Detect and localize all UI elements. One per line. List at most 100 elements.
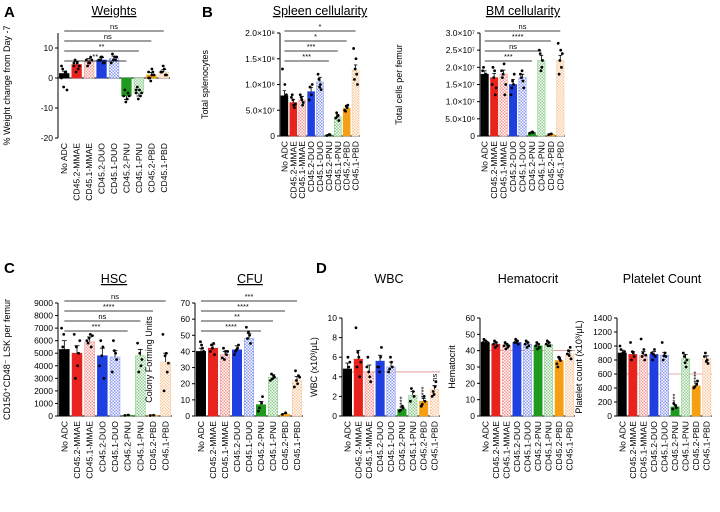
- wbc-data-point: [420, 402, 424, 406]
- hsc-data-point: [101, 345, 105, 349]
- hsc-data-point: [87, 336, 91, 340]
- plt-data-point: [652, 353, 655, 356]
- bm-bar: [490, 77, 499, 137]
- hsc-sig-label: ns: [98, 312, 106, 321]
- plt-data-point: [706, 362, 710, 365]
- spleen-data-point: [317, 77, 321, 81]
- wbc-ytick-label: 0: [332, 411, 337, 421]
- plt-bar: [617, 352, 627, 417]
- plt-data-point: [643, 358, 647, 362]
- hsc-data-point: [98, 364, 101, 368]
- bm-ytick-label: 2.5×10⁷: [446, 45, 475, 55]
- hsc-data-point: [63, 358, 67, 361]
- plt-category-label: CD45.2-PBD: [691, 421, 701, 471]
- hct-data-point: [484, 339, 488, 343]
- weights-data-point: [159, 70, 163, 74]
- spleen-category-label: CD45.1-PNU: [333, 141, 343, 191]
- hsc-data-point: [76, 364, 79, 368]
- hsc-bar: [160, 361, 171, 417]
- spleen-category-label: CD45.2-DUO: [306, 141, 316, 192]
- bm-data-point: [540, 65, 544, 69]
- hct-category-label: CD45.2-DUO: [512, 421, 522, 472]
- spleen-data-point: [344, 109, 347, 113]
- cfu-sig-label: ***: [245, 292, 254, 301]
- wbc-data-point: [346, 355, 350, 359]
- spleen-data-point: [284, 93, 288, 97]
- hsc-category-label: CD45.1-DUO: [110, 421, 120, 472]
- hct-ytick-label: 60: [466, 313, 476, 323]
- plt-data-point: [695, 383, 699, 386]
- spleen-category-label: CD45.2-PBD: [342, 141, 352, 191]
- spleen-data-point: [308, 85, 312, 89]
- weights-data-point: [76, 67, 80, 71]
- weights-data-point: [72, 61, 76, 65]
- hsc-bar: [84, 341, 95, 417]
- hsc-data-point: [74, 376, 77, 380]
- wbc-data-point: [401, 406, 405, 410]
- plt-data-point: [623, 350, 626, 353]
- cfu-data-point: [284, 411, 287, 415]
- spleen-data-point: [337, 119, 341, 122]
- plt-bar: [702, 358, 712, 417]
- weights-ytick-label: 10: [44, 43, 54, 53]
- cfu-data-point: [280, 412, 284, 416]
- cfu-data-point: [222, 346, 225, 350]
- bm-data-point: [500, 69, 503, 73]
- plt-data-point: [703, 355, 706, 358]
- cfu-data-point: [296, 382, 299, 386]
- plt-data-point: [644, 353, 648, 357]
- bm-ytick-label: 1.5×10⁷: [446, 80, 475, 90]
- bm-title: BM cellularity: [486, 4, 561, 18]
- spleen-sig-label: ***: [302, 52, 311, 61]
- cfu-data-point: [244, 325, 248, 329]
- hct-data-point: [515, 341, 518, 344]
- hsc-ytick-label: 0: [48, 411, 53, 421]
- weights-data-point: [147, 70, 151, 74]
- hsc-data-point: [114, 351, 117, 355]
- hsc-category-label: CD45.1-MMAE: [85, 421, 95, 479]
- spleen-data-point: [335, 115, 339, 118]
- plt-data-point: [629, 341, 632, 344]
- cfu-bar: [232, 349, 242, 417]
- weights-data-point: [125, 97, 129, 101]
- hct-data-point: [557, 355, 561, 359]
- bm-cellularity-chart: BM cellularity 0 5.0×10⁶ 1.0×10⁷ 1.5×10⁷ 2.0×…: [394, 4, 565, 199]
- bm-data-point: [538, 52, 542, 55]
- cfu-data-point: [208, 350, 212, 353]
- hsc-bar: [71, 352, 83, 417]
- spleen-sig-label: *: [314, 32, 317, 41]
- hct-data-point: [502, 344, 506, 348]
- wbc-data-point: [379, 355, 383, 359]
- weights-data-point: [60, 76, 63, 80]
- hsc-category-label: CD45.2-PBD: [148, 421, 158, 471]
- plt-data-point: [642, 348, 646, 351]
- wbc-data-point: [423, 399, 427, 403]
- wbc-data-point: [348, 360, 352, 364]
- plt-ytick-label: 1200: [593, 327, 612, 337]
- hct-category-label: No ADC: [480, 421, 490, 452]
- cfu-ytick-label: 50: [181, 330, 191, 340]
- cfu-bar: [208, 347, 218, 417]
- bm-ytick-label: 1.0×10⁷: [446, 97, 475, 107]
- weights-data-point: [87, 61, 90, 65]
- wbc-category-label: No ADC: [342, 421, 352, 452]
- weights-data-point: [150, 67, 154, 71]
- weights-category-label: CD45.2-MMAE: [72, 143, 82, 201]
- cfu-category-label: CD45.2-DUO: [232, 421, 242, 472]
- wbc-data-point: [432, 393, 436, 396]
- plt-data-point: [684, 365, 688, 369]
- bm-data-point: [509, 93, 513, 97]
- wbc-data-point: [359, 360, 363, 364]
- plt-data-point: [693, 385, 697, 388]
- wbc-data-point: [430, 395, 434, 398]
- cfu-data-point: [223, 358, 226, 361]
- weights-ylabel: % Weight change from Day -7: [2, 26, 12, 146]
- bm-data-point: [512, 83, 515, 86]
- cfu-data-point: [200, 343, 203, 347]
- spleen-data-point: [281, 103, 285, 107]
- spleen-data-point: [356, 83, 359, 86]
- plt-bar: [649, 354, 659, 417]
- bm-data-point: [521, 79, 525, 83]
- bm-category-label: CD45.1-PBD: [555, 141, 565, 191]
- weights-data-point: [126, 91, 130, 95]
